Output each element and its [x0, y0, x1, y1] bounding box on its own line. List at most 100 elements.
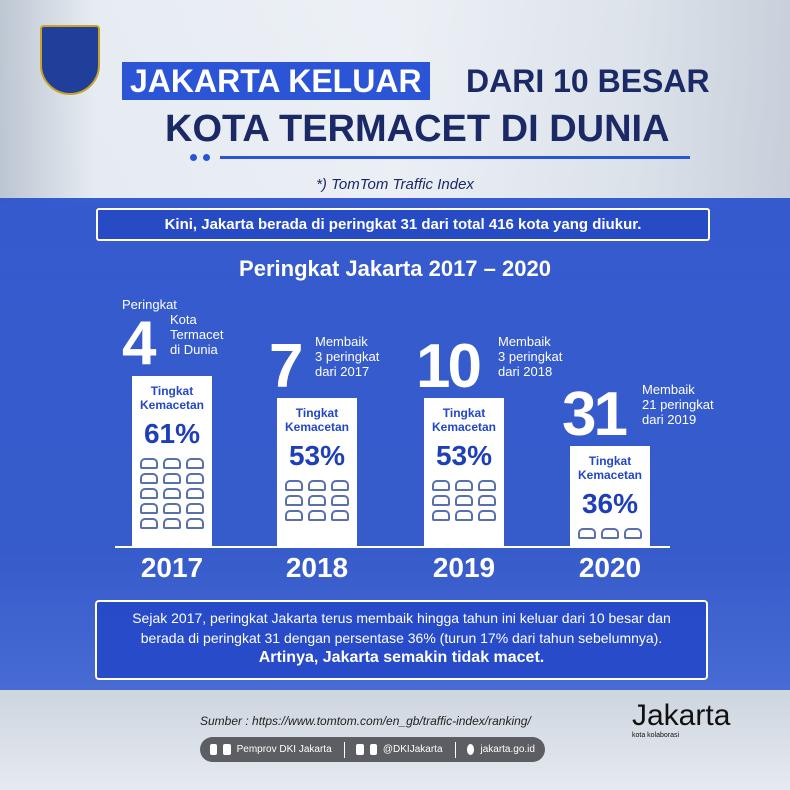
car-icon: [578, 528, 596, 539]
note-line: di Dunia: [170, 342, 218, 357]
car-icon: [140, 518, 158, 529]
car-icon: [285, 495, 303, 506]
note-line: Kota: [170, 312, 197, 327]
car-icon: [432, 510, 450, 521]
note-line: Membaik: [642, 382, 695, 397]
value-label: 53%: [288, 440, 346, 471]
car-icon: [478, 495, 496, 506]
year-label: 2020: [578, 552, 642, 583]
value-label: 61%: [143, 418, 201, 449]
bar-2018: Tingkat Kemacetan 53%: [277, 398, 357, 546]
rank-number: 7: [269, 332, 304, 401]
car-icon: [140, 458, 158, 469]
box-label: Kemacetan: [139, 398, 205, 412]
car-icon: [308, 480, 326, 491]
rank-number: 4: [122, 309, 157, 378]
car-icon: [163, 503, 181, 514]
car-icon: [331, 480, 349, 491]
social-footer: Pemprov DKI Jakarta @DKIJakarta jakarta.…: [200, 737, 545, 762]
box-label: Kemacetan: [577, 468, 643, 482]
box-label: Kemacetan: [431, 420, 497, 434]
car-icon: [331, 510, 349, 521]
car-icon: [432, 480, 450, 491]
car-icon: [163, 488, 181, 499]
car-icon: [455, 495, 473, 506]
car-icons: [132, 458, 212, 529]
background-city: [0, 0, 790, 205]
facebook-icon[interactable]: [210, 744, 218, 755]
car-icon: [140, 488, 158, 499]
car-icon: [163, 473, 181, 484]
box-label: Tingkat: [295, 406, 339, 420]
value-label: 53%: [435, 440, 493, 471]
box-label: Tingkat: [588, 454, 632, 468]
note-line: Peringkat: [122, 297, 177, 312]
divider: [343, 741, 345, 758]
car-icon: [331, 495, 349, 506]
value-label: 36%: [581, 488, 639, 519]
divider: [454, 741, 456, 758]
rank-note: Membaik 21 peringkat dari 2019: [642, 382, 714, 427]
note-line: dari 2019: [642, 412, 697, 427]
jakarta-brand-logo: Jakarta kota kolaborasi: [632, 699, 731, 740]
note-line: dari 2018: [498, 364, 553, 379]
brand-tag: kota kolaborasi: [632, 732, 680, 739]
index-note: *) TomTom Traffic Index: [316, 176, 474, 193]
title-rest: DARI 10 BESAR: [466, 63, 710, 99]
year-label: 2017: [140, 552, 204, 583]
banner: Kini, Jakarta berada di peringkat 31 dar…: [96, 208, 710, 241]
car-icon: [186, 458, 204, 469]
note-line: Termacet: [170, 327, 224, 342]
car-icon: [186, 473, 204, 484]
decor-line: [220, 156, 690, 159]
source-text: Sumber : https://www.tomtom.com/en_gb/tr…: [200, 714, 531, 728]
car-icon: [285, 510, 303, 521]
note-line: 3 peringkat: [315, 349, 380, 364]
car-icon: [140, 473, 158, 484]
decor-dot: [203, 154, 210, 161]
car-icon: [308, 510, 326, 521]
title-highlight: JAKARTA KELUAR: [122, 62, 430, 100]
car-icon: [455, 480, 473, 491]
car-icon: [478, 480, 496, 491]
instagram-icon[interactable]: [369, 744, 377, 755]
car-icons: [424, 480, 504, 521]
rank-note: Membaik 3 peringkat dari 2018: [498, 334, 562, 379]
rank-number: 31: [562, 380, 628, 449]
summary-line3: Artinya, Jakarta semakin tidak macet.: [258, 649, 545, 666]
social-fb-yt[interactable]: Pemprov DKI Jakarta: [236, 744, 332, 755]
car-icon: [478, 510, 496, 521]
rank-note: Peringkat Kota Termacet di Dunia: [122, 297, 223, 357]
car-icon: [624, 528, 642, 539]
note-line: 21 peringkat: [642, 397, 714, 412]
website-link[interactable]: jakarta.go.id: [480, 744, 535, 755]
globe-icon[interactable]: [467, 744, 475, 755]
car-icon: [308, 495, 326, 506]
note-line: 3 peringkat: [498, 349, 563, 364]
bar-2017: Tingkat Kemacetan 61%: [132, 376, 212, 546]
year-label: 2019: [432, 552, 496, 583]
brand-name: Jakarta: [632, 699, 731, 732]
rank-number: 10: [416, 332, 482, 401]
car-icon: [432, 495, 450, 506]
bar-2020: Tingkat Kemacetan 36%: [570, 446, 650, 546]
title-line2: KOTA TERMACET DI DUNIA: [165, 108, 670, 150]
box-label: Tingkat: [150, 384, 194, 398]
social-tw-ig[interactable]: @DKIJakarta: [382, 744, 443, 755]
baseline: [115, 546, 670, 548]
car-icon: [140, 503, 158, 514]
jakarta-emblem-logo: [40, 25, 100, 95]
car-icon: [601, 528, 619, 539]
note-line: dari 2017: [315, 364, 370, 379]
car-icon: [186, 488, 204, 499]
box-label: Tingkat: [442, 406, 486, 420]
summary-line2: berada di peringkat 31 dengan persentase…: [140, 630, 663, 646]
car-icon: [285, 480, 303, 491]
youtube-icon[interactable]: [223, 744, 231, 755]
car-icons: [277, 480, 357, 521]
summary-line1: Sejak 2017, peringkat Jakarta terus memb…: [132, 610, 671, 626]
rank-note: Membaik 3 peringkat dari 2017: [315, 334, 379, 379]
twitter-icon[interactable]: [356, 744, 364, 755]
car-icons: [570, 528, 650, 539]
bar-2019: Tingkat Kemacetan 53%: [424, 398, 504, 546]
